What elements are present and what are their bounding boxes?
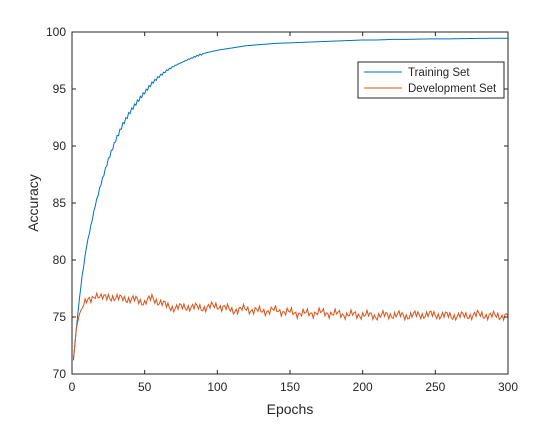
y-tick-label: 70 (53, 367, 67, 381)
x-axis-label: Epochs (267, 401, 314, 417)
x-tick-label: 150 (280, 380, 300, 394)
series-layer (72, 37, 509, 361)
series-line-development-set (72, 291, 509, 360)
x-tick-label: 250 (425, 380, 445, 394)
x-tick-label: 50 (138, 380, 152, 394)
legend-label-development-set: Development Set (408, 83, 497, 95)
series-line-training-set (72, 37, 508, 361)
y-tick-label: 95 (53, 82, 67, 96)
legend-box (357, 61, 505, 99)
x-tick-label: 300 (498, 380, 518, 394)
x-tick-label: 0 (69, 380, 76, 394)
y-tick-label: 100 (46, 25, 66, 39)
x-tick-label: 200 (353, 380, 373, 394)
y-axis-label: Accuracy (25, 174, 41, 232)
y-tick-label: 80 (53, 253, 67, 267)
legend: Training Set Development Set (357, 61, 505, 99)
axes-layer: 0 50 100 150 200 250 300 70 75 80 85 90 95 100 (46, 25, 518, 394)
y-tick-label: 90 (53, 139, 67, 153)
legend-label-training-set: Training Set (408, 67, 470, 79)
x-tick-label: 100 (207, 380, 227, 394)
y-tick-label: 85 (53, 196, 67, 210)
y-tick-label: 75 (53, 310, 67, 324)
